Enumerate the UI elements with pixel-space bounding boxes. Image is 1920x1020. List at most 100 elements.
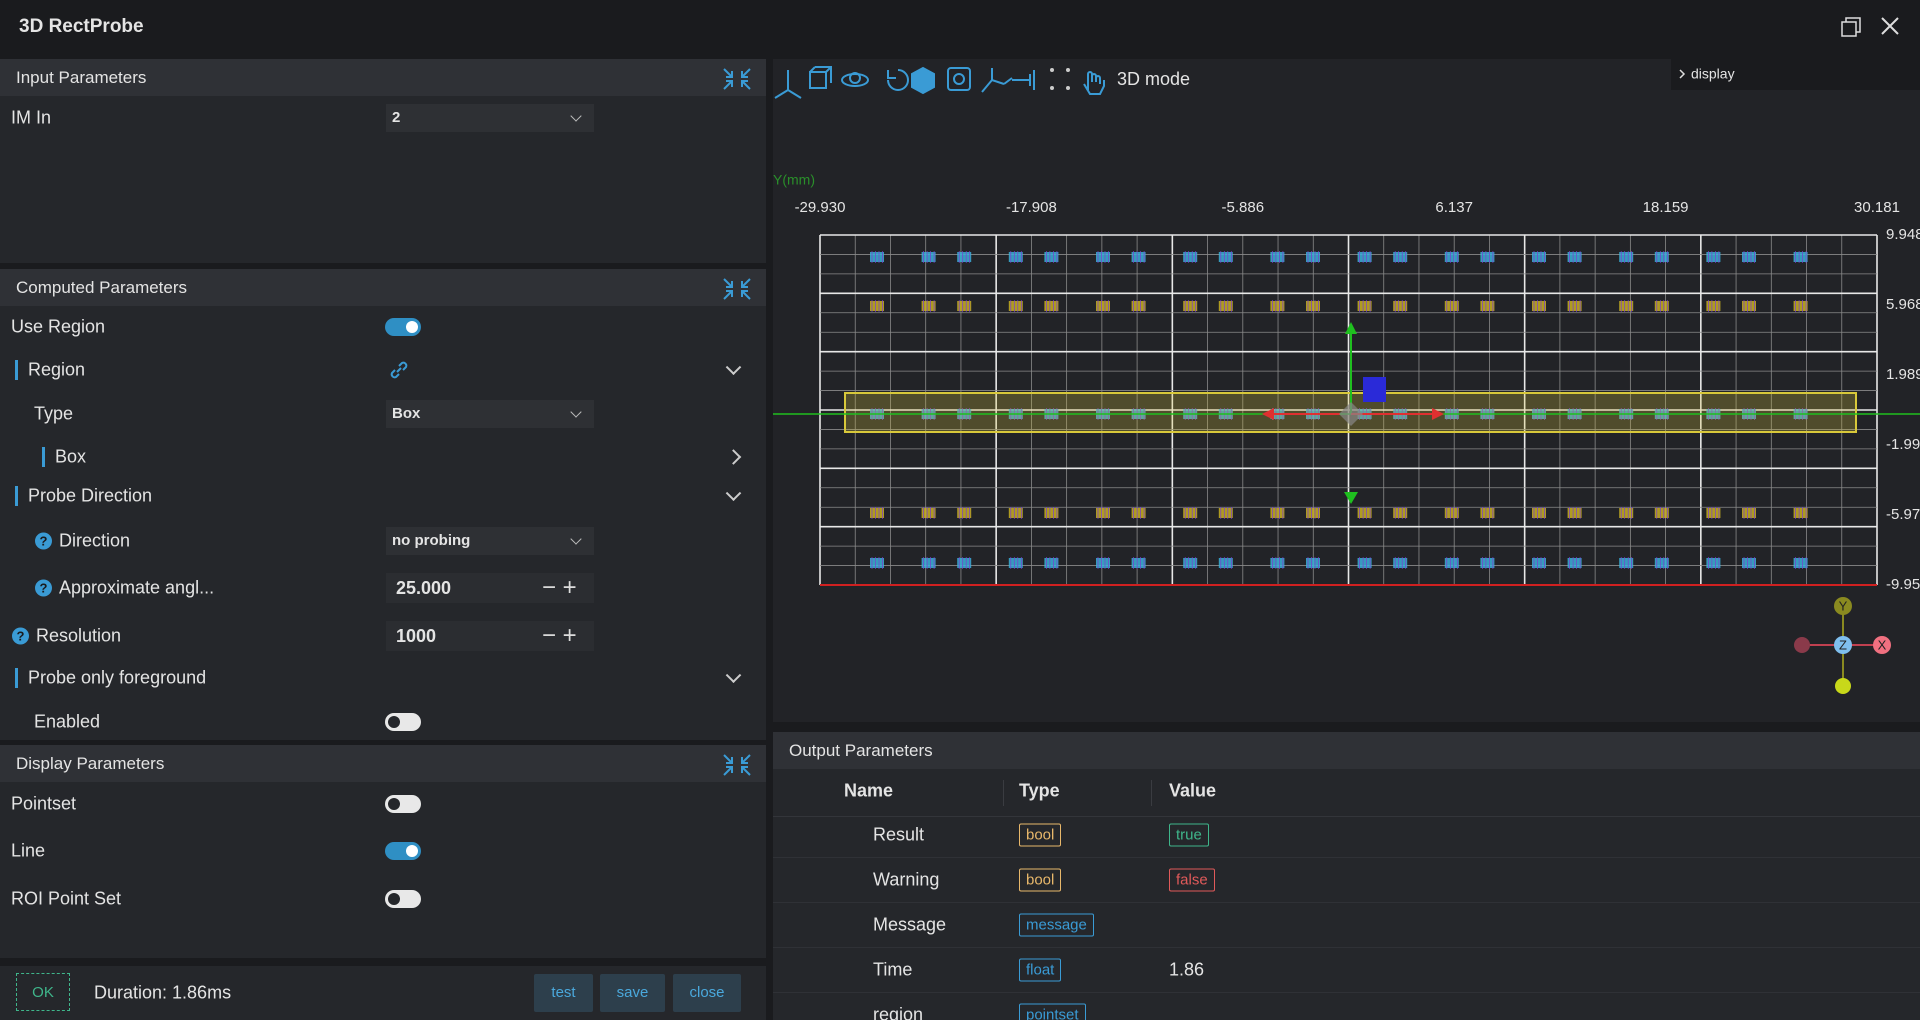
panel-header: Computed Parameters	[0, 269, 766, 306]
point-cluster	[1132, 557, 1146, 569]
stepper[interactable]: − +	[542, 574, 577, 602]
x-tick-label: 18.159	[1643, 199, 1689, 216]
column-header: Value	[1169, 781, 1216, 802]
window-title: 3D RectProbe	[19, 16, 144, 38]
point-cluster	[1655, 300, 1669, 312]
stepper[interactable]: − +	[542, 622, 577, 650]
point-cluster	[1480, 557, 1494, 569]
toggle[interactable]	[385, 890, 421, 908]
toggle[interactable]	[385, 713, 421, 731]
type-badge: pointset	[1019, 1004, 1086, 1020]
dropdown[interactable]: Box	[386, 400, 594, 428]
point-cluster	[1742, 251, 1756, 263]
duration: Duration: 1.86ms	[94, 983, 231, 1004]
point-cluster	[1183, 300, 1197, 312]
point-cluster	[957, 507, 971, 519]
dropdown[interactable]: 2	[386, 104, 594, 132]
point-cluster	[922, 300, 936, 312]
toolbar[interactable]	[775, 67, 1104, 98]
point-cluster	[1794, 251, 1808, 263]
label: Use Region	[11, 317, 105, 338]
y-tick-label: -9.950	[1886, 576, 1920, 593]
point-cluster	[922, 251, 936, 263]
output-name: region	[873, 1005, 923, 1020]
window-controls[interactable]	[1840, 14, 1906, 40]
y-tick-label: 9.948	[1886, 226, 1920, 243]
collapse-icon[interactable]	[722, 67, 752, 91]
toggle[interactable]	[385, 795, 421, 813]
column-divider	[1151, 780, 1152, 806]
label: Box	[55, 447, 86, 468]
point-cluster	[1219, 251, 1233, 263]
group-bar	[15, 360, 18, 380]
point-cluster	[1306, 251, 1320, 263]
label: Probe Direction	[28, 486, 152, 507]
point-cluster	[1655, 251, 1669, 263]
test-button[interactable]: test	[534, 974, 593, 1012]
point-cluster	[1532, 507, 1546, 519]
y-tick-label: 5.968	[1886, 296, 1920, 313]
point-cluster	[1445, 557, 1459, 569]
point-cluster	[1306, 300, 1320, 312]
help-icon[interactable]: ?	[12, 628, 29, 645]
output-value: 1.86	[1169, 960, 1204, 981]
toggle[interactable]	[385, 318, 421, 336]
dropdown[interactable]: no probing	[386, 527, 594, 555]
collapse-icon[interactable]	[722, 753, 752, 777]
point-cluster	[1655, 507, 1669, 519]
mode-label: 3D mode	[1117, 69, 1190, 89]
point-cluster	[1096, 300, 1110, 312]
panel-header: Output Parameters	[773, 732, 1920, 769]
point-cluster	[1568, 507, 1582, 519]
output-panel: Output Parameters	[773, 732, 1920, 1020]
x-tick-label: -29.930	[795, 199, 846, 216]
y-axis-label: Y(mm)	[773, 172, 815, 188]
point-cluster	[1044, 557, 1058, 569]
help-icon[interactable]: ?	[35, 533, 52, 550]
point-cluster	[1270, 557, 1284, 569]
label: Pointset	[11, 794, 76, 815]
axis-gizmo[interactable]: YZX	[1794, 597, 1891, 694]
point-cluster	[957, 300, 971, 312]
panel-header: Input Parameters	[0, 59, 766, 96]
point-cluster	[1445, 300, 1459, 312]
point-cluster	[1358, 300, 1372, 312]
point-cluster	[1219, 300, 1233, 312]
display-panel: Display Parameters	[0, 745, 766, 958]
point-cluster	[1619, 507, 1633, 519]
link-icon[interactable]	[387, 358, 411, 382]
x-tick-label: -17.908	[1006, 199, 1057, 216]
point-cluster	[1619, 300, 1633, 312]
point-cluster	[957, 251, 971, 263]
table-header	[773, 770, 1920, 817]
point-cluster	[1183, 507, 1197, 519]
collapse-icon[interactable]	[722, 277, 752, 301]
point-cluster	[1655, 557, 1669, 569]
point-cluster	[1794, 300, 1808, 312]
help-icon[interactable]: ?	[35, 580, 52, 597]
y-tick-label: 1.989	[1886, 366, 1920, 383]
type-badge: bool	[1019, 824, 1061, 847]
label: Type	[34, 404, 73, 425]
point-cluster	[1219, 557, 1233, 569]
point-cluster	[1794, 557, 1808, 569]
type-badge: float	[1019, 959, 1061, 982]
point-cluster	[1096, 557, 1110, 569]
point-cluster	[1306, 557, 1320, 569]
gizmo-label: X	[1878, 637, 1887, 652]
point-cluster	[1706, 300, 1720, 312]
save-button[interactable]: save	[600, 974, 665, 1012]
transform-gizmo[interactable]	[1262, 322, 1444, 504]
value-badge: false	[1169, 869, 1215, 892]
point-cluster	[870, 300, 884, 312]
close-button[interactable]: close	[673, 974, 741, 1012]
value-badge: true	[1169, 824, 1209, 847]
viewer[interactable]: 3D mode display Y(mm) -29.930-17.908-5.8…	[773, 59, 1920, 722]
toggle[interactable]	[385, 842, 421, 860]
point-cluster	[1009, 507, 1023, 519]
point-cluster	[1044, 300, 1058, 312]
point-cluster	[1393, 251, 1407, 263]
ok-button[interactable]: OK	[16, 973, 70, 1011]
point-cluster	[1619, 557, 1633, 569]
